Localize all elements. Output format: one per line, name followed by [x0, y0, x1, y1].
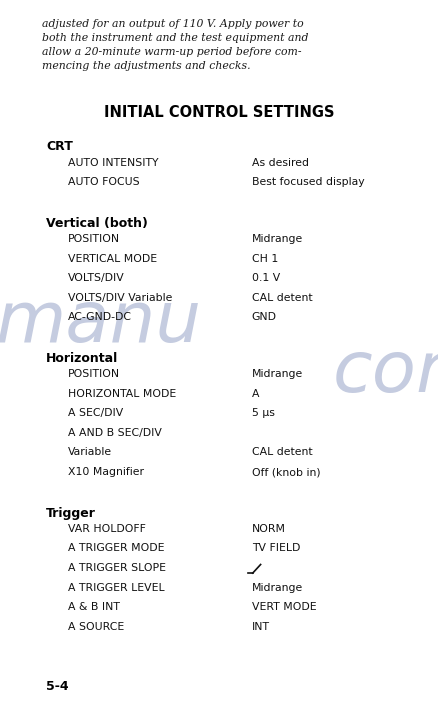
Text: Trigger: Trigger [46, 507, 96, 520]
Text: X10 Magnifier: X10 Magnifier [68, 467, 144, 477]
Text: POSITION: POSITION [68, 234, 120, 244]
Text: manu: manu [0, 288, 202, 357]
Text: VOLTS/DIV: VOLTS/DIV [68, 273, 125, 283]
Text: adjusted for an output of 110 V. Apply power to: adjusted for an output of 110 V. Apply p… [42, 19, 303, 29]
Text: A SEC/DIV: A SEC/DIV [68, 408, 123, 418]
Text: A & B INT: A & B INT [68, 602, 120, 612]
Text: A AND B SEC/DIV: A AND B SEC/DIV [68, 428, 162, 438]
Text: VERTICAL MODE: VERTICAL MODE [68, 253, 157, 263]
Text: GND: GND [252, 312, 277, 322]
Text: CH 1: CH 1 [252, 253, 278, 263]
Text: TV FIELD: TV FIELD [252, 543, 300, 553]
Text: Midrange: Midrange [252, 234, 303, 244]
Text: allow a 20-minute warm-up period before com-: allow a 20-minute warm-up period before … [42, 47, 301, 57]
Text: Variable: Variable [68, 448, 112, 458]
Text: Horizontal: Horizontal [46, 352, 118, 365]
Text: AC-GND-DC: AC-GND-DC [68, 312, 132, 322]
Text: CAL detent: CAL detent [252, 293, 312, 303]
Text: A: A [252, 389, 259, 399]
Text: A TRIGGER MODE: A TRIGGER MODE [68, 543, 164, 553]
Text: VOLTS/DIV Variable: VOLTS/DIV Variable [68, 293, 172, 303]
Text: VERT MODE: VERT MODE [252, 602, 317, 612]
Text: A SOURCE: A SOURCE [68, 621, 124, 632]
Text: POSITION: POSITION [68, 369, 120, 379]
Text: A TRIGGER SLOPE: A TRIGGER SLOPE [68, 563, 166, 573]
Text: HORIZONTAL MODE: HORIZONTAL MODE [68, 389, 176, 399]
Text: Vertical (both): Vertical (both) [46, 217, 148, 230]
Text: 5 μs: 5 μs [252, 408, 275, 418]
Text: AUTO FOCUS: AUTO FOCUS [68, 177, 140, 187]
Text: CAL detent: CAL detent [252, 448, 312, 458]
Text: NORM: NORM [252, 524, 286, 534]
Text: both the instrument and the test equipment and: both the instrument and the test equipme… [42, 32, 308, 42]
Text: 5-4: 5-4 [46, 680, 69, 693]
Text: Midrange: Midrange [252, 583, 303, 593]
Text: mencing the adjustments and checks.: mencing the adjustments and checks. [42, 60, 250, 70]
Text: AUTO INTENSITY: AUTO INTENSITY [68, 158, 159, 168]
Text: Off (knob in): Off (knob in) [252, 467, 321, 477]
Text: As desired: As desired [252, 158, 309, 168]
Text: A TRIGGER LEVEL: A TRIGGER LEVEL [68, 583, 165, 593]
Text: INITIAL CONTROL SETTINGS: INITIAL CONTROL SETTINGS [104, 105, 334, 120]
Text: Best focused display: Best focused display [252, 177, 364, 187]
Text: VAR HOLDOFF: VAR HOLDOFF [68, 524, 146, 534]
Text: Midrange: Midrange [252, 369, 303, 379]
Text: cor: cor [333, 338, 438, 407]
Text: 0.1 V: 0.1 V [252, 273, 280, 283]
Text: INT: INT [252, 621, 270, 632]
Text: CRT: CRT [46, 140, 73, 153]
